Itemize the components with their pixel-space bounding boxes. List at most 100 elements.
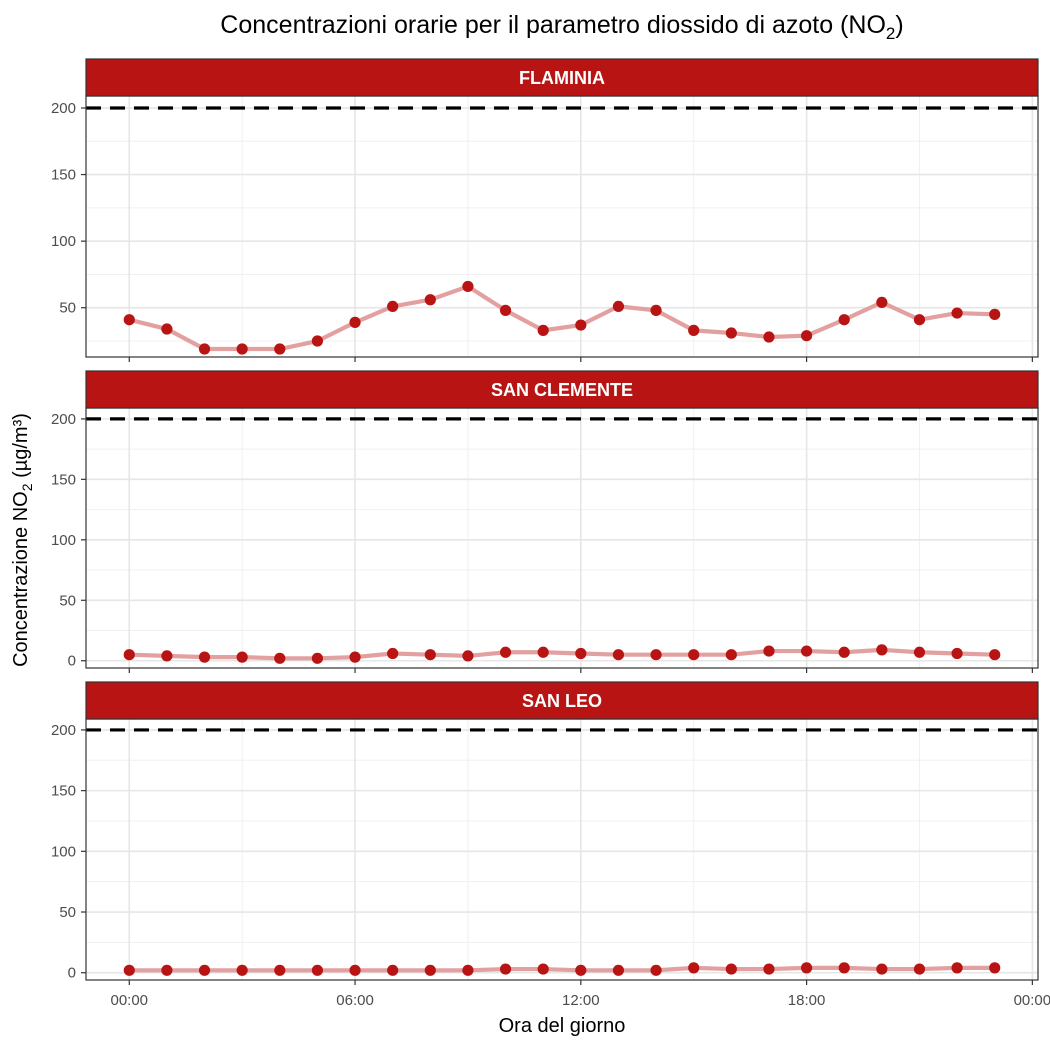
data-point (989, 308, 1001, 320)
data-point (311, 652, 324, 664)
data-point (311, 335, 324, 347)
data-point (123, 964, 135, 976)
data-point (688, 649, 700, 661)
data-point (349, 316, 361, 328)
data-point (537, 324, 549, 336)
data-point (349, 651, 361, 663)
data-point (838, 314, 850, 326)
data-point (612, 300, 625, 312)
data-point (951, 307, 963, 319)
panel-flaminia: 50 100 150 200 FLAMINIA (51, 58, 1039, 362)
data-point (274, 343, 286, 355)
data-point (123, 649, 135, 661)
data-point (274, 652, 286, 664)
data-point (989, 962, 1001, 974)
series-line (127, 647, 997, 661)
y-tick-label: 150 (51, 471, 76, 488)
data-point (725, 649, 737, 661)
y-tick-label: 100 (51, 233, 76, 250)
data-point (198, 964, 211, 976)
data-point (236, 343, 248, 355)
data-point (198, 651, 211, 663)
data-point (161, 323, 173, 335)
data-point (763, 331, 775, 343)
x-tick-label: 18:00 (788, 992, 826, 1009)
y-tick-label: 150 (51, 783, 76, 800)
data-point (161, 650, 173, 662)
data-point (537, 646, 549, 658)
data-point (575, 964, 587, 976)
panel-san-leo: 0 50 100 150 200 SAN LEO 00:00 06:00 12:00 18:00 0… (51, 681, 1050, 1009)
facet-panels: 50 100 150 200 FLAMINIA 0 50 100 150 200 SAN CLEME… (51, 58, 1050, 1009)
panel-background (86, 96, 1038, 357)
data-point (236, 651, 248, 663)
data-point (424, 964, 436, 976)
y-tick-label: 100 (51, 532, 76, 549)
data-point (838, 962, 850, 974)
data-point (424, 294, 436, 306)
data-point (612, 649, 625, 661)
data-point (161, 964, 173, 976)
data-point (198, 343, 211, 355)
data-point (876, 644, 888, 656)
data-point (123, 314, 135, 326)
data-point (499, 963, 512, 975)
data-point (913, 314, 926, 326)
data-point (876, 963, 888, 975)
data-point (387, 647, 399, 660)
y-tick-label: 50 (59, 592, 76, 609)
x-tick-label: 00:00 (1014, 992, 1050, 1009)
data-point (913, 646, 926, 658)
panel-background (86, 719, 1038, 980)
data-point (838, 646, 850, 658)
x-tick-label: 12:00 (562, 992, 600, 1009)
y-axis-title-main: Concentrazione NO (10, 491, 32, 667)
chart-title-main: Concentrazioni orarie per il parametro d… (220, 11, 886, 39)
y-tick-label: 50 (59, 300, 76, 317)
data-point (274, 964, 286, 976)
data-point (311, 964, 324, 976)
data-point (387, 964, 399, 976)
data-point (800, 645, 813, 657)
data-point (800, 330, 813, 342)
y-tick-label: 0 (68, 965, 76, 982)
x-axis-title: Ora del giorno (499, 1015, 626, 1037)
y-axis-title: Concentrazione NO2 (µg/m³) (10, 413, 35, 667)
data-point (462, 964, 474, 976)
y-tick-label: 200 (51, 100, 76, 117)
data-point (800, 962, 813, 974)
data-point (688, 324, 700, 336)
data-point (650, 304, 662, 316)
data-point (499, 646, 512, 658)
data-point (612, 964, 625, 976)
panel-strip-label: SAN LEO (522, 691, 602, 711)
data-point (349, 964, 361, 976)
panel-strip (85, 58, 1039, 97)
series-line (127, 965, 997, 973)
y-axis-title-subscript: 2 (19, 483, 35, 491)
data-point (725, 327, 737, 339)
data-point (462, 650, 474, 662)
y-tick-label: 100 (51, 843, 76, 860)
data-point (650, 964, 662, 976)
y-tick-label: 200 (51, 722, 76, 739)
data-point (989, 649, 1001, 661)
panel-san-clemente: 0 50 100 150 200 SAN CLEMENTE (51, 370, 1039, 673)
data-point (763, 645, 775, 657)
panel-background (86, 408, 1038, 668)
panel-strip-label: SAN CLEMENTE (491, 380, 633, 400)
data-point (462, 280, 474, 293)
y-tick-label: 150 (51, 167, 76, 184)
data-point (537, 963, 549, 975)
data-point (688, 962, 700, 974)
panel-strip-label: FLAMINIA (519, 68, 605, 88)
data-point (951, 647, 963, 660)
chart-title-tail: ) (895, 11, 903, 39)
y-tick-label: 200 (51, 411, 76, 428)
panel-strip (85, 370, 1039, 409)
y-axis-title-tail: (µg/m³) (10, 413, 32, 483)
data-point (951, 962, 963, 974)
series-line (127, 284, 997, 352)
data-point (236, 964, 248, 976)
